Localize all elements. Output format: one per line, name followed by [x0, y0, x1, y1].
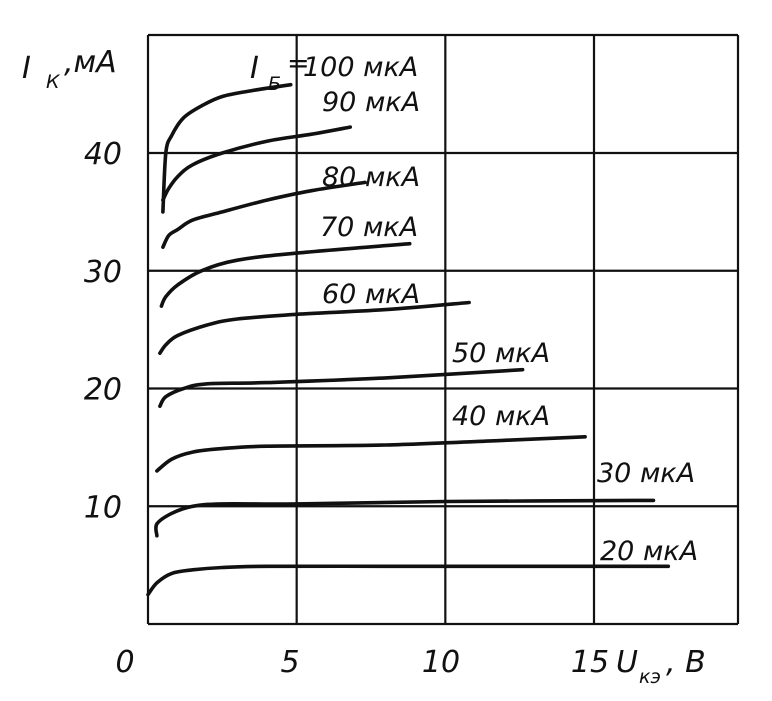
- curve-label-80-мкА: 80 мкА: [322, 162, 420, 193]
- y-tick-label-40: 40: [84, 137, 122, 172]
- param-label-eq: =: [287, 48, 310, 79]
- curves: [146, 82, 671, 597]
- curve-label-20-мкА: 20 мкА: [600, 536, 698, 567]
- x-axis-title-sub: кэ: [639, 666, 661, 688]
- y-tick-label-30: 30: [84, 255, 122, 290]
- curve-label-50-мкА: 50 мкА: [452, 338, 550, 369]
- curve-label-60-мкА: 60 мкА: [322, 279, 420, 310]
- y-axis-title-unit: ,мА: [64, 45, 117, 80]
- x-axis-title-unit: , В: [666, 645, 706, 680]
- x-tick-label-5: 5: [280, 645, 299, 680]
- curve-100-мкА: [161, 82, 293, 214]
- y-axis-title-main: I: [22, 51, 31, 86]
- curve-label-90-мкА: 90 мкА: [322, 87, 420, 118]
- curve-label-100-мкА: 100 мкА: [303, 52, 418, 83]
- curve-label-30-мкА: 30 мкА: [597, 458, 695, 489]
- curve-40-мкА: [155, 435, 587, 473]
- curve-60-мкА: [158, 300, 471, 355]
- curve-80-мкА: [161, 180, 367, 249]
- x-tick-label-15: 15: [571, 645, 609, 680]
- param-label-sub: Б: [268, 73, 281, 95]
- x-tick-label-10: 10: [422, 645, 460, 680]
- curve-90-мкА: [161, 125, 352, 202]
- curve-70-мкА: [159, 241, 412, 308]
- param-label-main: I: [250, 51, 259, 86]
- y-tick-label-20: 20: [84, 373, 122, 408]
- y-tick-label-10: 10: [84, 490, 122, 525]
- x-tick-label-0: 0: [115, 645, 134, 680]
- curve-label-70-мкА: 70 мкА: [320, 212, 418, 243]
- curve-20-мкА: [146, 564, 671, 597]
- curve-30-мкА: [154, 498, 656, 538]
- grid: [146, 33, 740, 626]
- x-axis-title-main: U: [616, 645, 638, 680]
- curve-50-мкА: [158, 367, 525, 408]
- y-axis-title-sub: К: [46, 71, 61, 93]
- curve-label-40-мкА: 40 мкА: [452, 401, 550, 432]
